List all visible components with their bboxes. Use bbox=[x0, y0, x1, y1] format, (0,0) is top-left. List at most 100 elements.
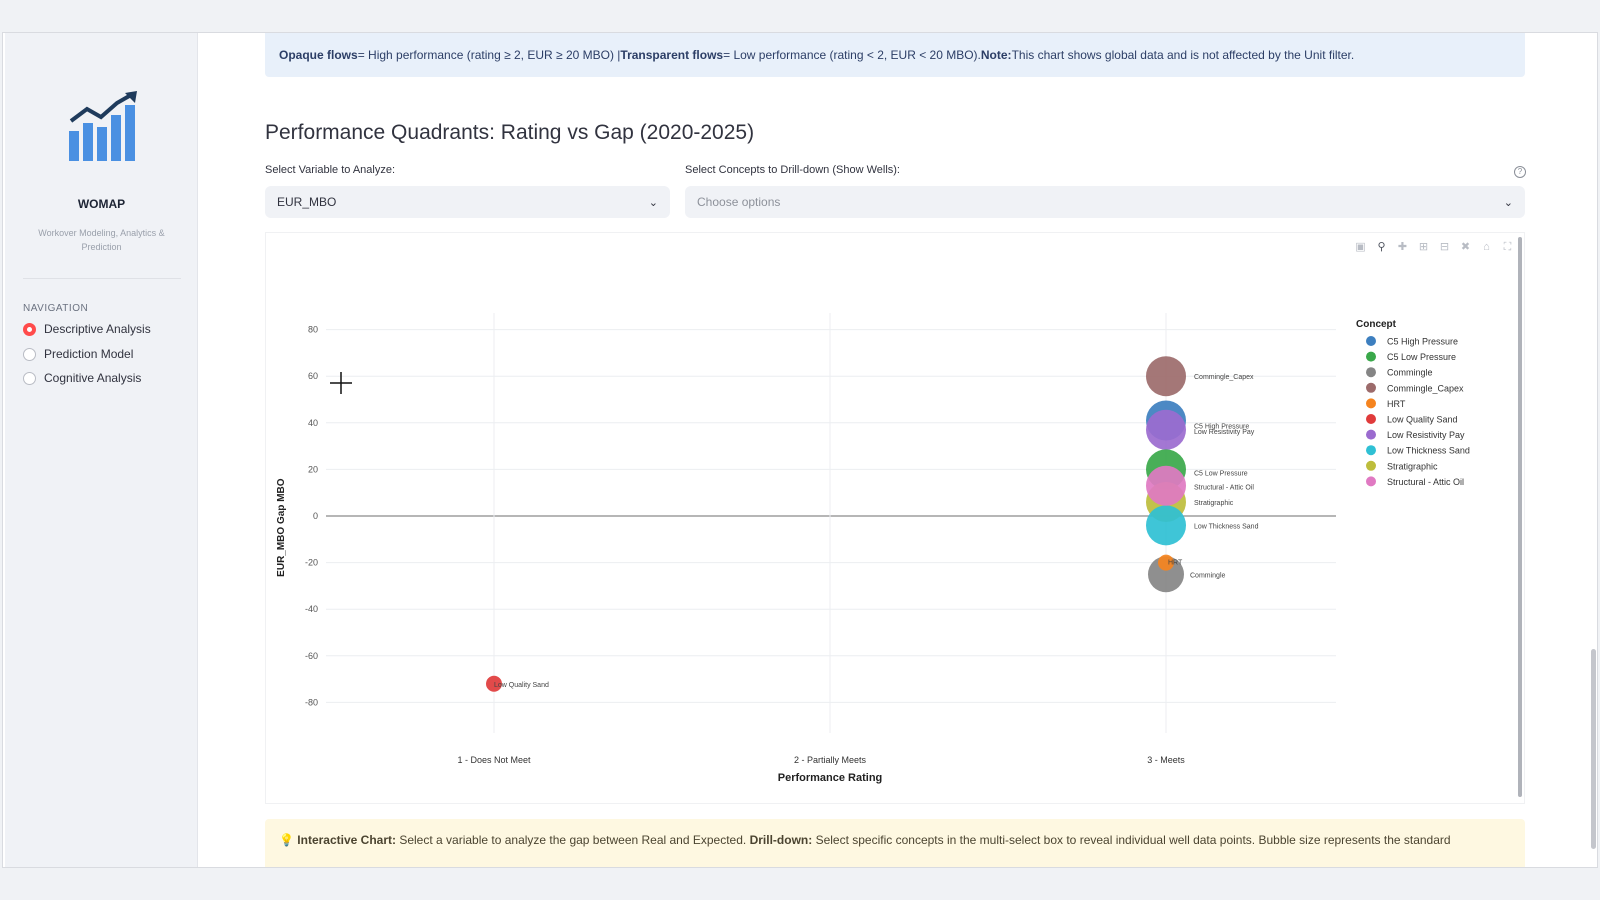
legend-item-label: Low Quality Sand bbox=[1387, 415, 1458, 425]
legend-marker bbox=[1366, 336, 1376, 346]
bubble-hrt bbox=[1158, 554, 1174, 571]
legend-marker bbox=[1366, 460, 1376, 471]
sidebar-divider bbox=[23, 278, 181, 279]
autoscale-icon[interactable]: ✖ bbox=[1460, 241, 1471, 253]
info-bold-2: Transparent flows bbox=[620, 48, 724, 62]
chart-scrollbar[interactable] bbox=[1518, 237, 1522, 797]
pan-icon[interactable]: ✚ bbox=[1397, 241, 1408, 253]
page-scrollbar[interactable] bbox=[1591, 649, 1596, 849]
app-name: WOMAP bbox=[77, 197, 126, 211]
legend-item-label: Stratigraphic bbox=[1387, 461, 1438, 471]
x-tick-label: 2 - Partially Meets bbox=[794, 755, 867, 765]
info-text-1: = High performance (rating ≥ 2, EUR ≥ 20… bbox=[357, 48, 621, 62]
x-tick-label: 1 - Does Not Meet bbox=[457, 755, 531, 765]
radio-selected-icon[interactable] bbox=[23, 322, 36, 336]
bubble-label: Stratigraphic bbox=[1194, 500, 1234, 507]
nav-title: NAVIGATION bbox=[23, 303, 89, 314]
bubble-label: C5 High Pressure bbox=[1194, 423, 1249, 430]
variable-label: Select Variable to Analyze: bbox=[265, 164, 396, 176]
nav-item-descriptive-analysis[interactable]: Descriptive Analysis bbox=[23, 319, 151, 339]
bubble-label: C5 Low Pressure bbox=[1194, 470, 1248, 477]
legend-marker bbox=[1366, 382, 1376, 393]
bubble-low-resistivity-pay bbox=[1146, 409, 1186, 450]
legend-marker bbox=[1366, 414, 1376, 424]
legend-item-label: C5 High Pressure bbox=[1387, 337, 1458, 347]
legend-item-label: Low Thickness Sand bbox=[1387, 446, 1470, 456]
help-icon[interactable]: ? bbox=[1514, 166, 1526, 178]
legend-marker bbox=[1366, 429, 1376, 440]
radio-icon[interactable] bbox=[23, 347, 36, 361]
bubble-commingle bbox=[1148, 556, 1184, 593]
info-banner: Opaque flows = High performance (rating … bbox=[265, 33, 1525, 77]
chevron-down-icon: ⌄ bbox=[648, 196, 658, 209]
fullscreen-icon[interactable]: ⛶ bbox=[1503, 241, 1512, 253]
legend-marker bbox=[1366, 351, 1376, 362]
bubble-label: Commingle bbox=[1190, 572, 1226, 579]
bubble-label: Low Quality Sand bbox=[494, 682, 549, 689]
bubble-label: Structural - Attic Oil bbox=[1194, 485, 1254, 492]
bottom-bar bbox=[0, 868, 1600, 900]
legend-item-label: HRT bbox=[1387, 399, 1406, 409]
x-axis-title: Performance Rating bbox=[778, 772, 883, 784]
y-tick-label: 0 bbox=[313, 511, 318, 521]
y-tick-label: -20 bbox=[305, 558, 318, 568]
legend-marker bbox=[1366, 367, 1376, 378]
concepts-placeholder: Choose options bbox=[697, 195, 781, 209]
concepts-label: Select Concepts to Drill-down (Show Well… bbox=[685, 164, 900, 176]
legend-item-label: Structural - Attic Oil bbox=[1387, 477, 1464, 487]
legend-item-label: C5 Low Pressure bbox=[1387, 352, 1456, 362]
main-content: Opaque flows = High performance (rating … bbox=[198, 33, 1597, 867]
legend-title: Concept bbox=[1356, 319, 1397, 330]
bubble-label: HRT bbox=[1168, 560, 1183, 567]
tip-bold-2: Drill-down: bbox=[749, 833, 813, 847]
camera-icon[interactable]: ▣ bbox=[1355, 241, 1366, 253]
y-axis-title: EUR_MBO Gap MBO bbox=[276, 478, 287, 577]
tip-banner: 💡 Interactive Chart: Select a variable t… bbox=[265, 819, 1525, 867]
variable-select-value: EUR_MBO bbox=[277, 195, 337, 209]
legend-item-label: Commingle_Capex bbox=[1387, 383, 1464, 393]
zoom-in-icon[interactable]: ⊞ bbox=[1418, 241, 1429, 253]
chart-modebar: ▣ ⚲ ✚ ⊞ ⊟ ✖ ⌂ ⛶ bbox=[1354, 241, 1514, 254]
variable-select[interactable]: EUR_MBO ⌄ bbox=[265, 186, 670, 218]
tip-text-2: Select specific concepts in the multi-se… bbox=[812, 833, 1451, 847]
radio-icon[interactable] bbox=[23, 371, 36, 385]
y-tick-label: 20 bbox=[308, 464, 318, 474]
bubble-label: Low Resistivity Pay bbox=[1194, 429, 1255, 436]
app-logo bbox=[69, 91, 137, 161]
y-tick-label: 40 bbox=[308, 418, 318, 428]
concepts-multiselect[interactable]: Choose options ⌄ bbox=[685, 186, 1525, 218]
nav-item-label: Descriptive Analysis bbox=[44, 322, 151, 336]
bubble-low-thickness-sand bbox=[1146, 505, 1186, 546]
zoom-icon[interactable]: ⚲ bbox=[1377, 241, 1386, 253]
y-tick-label: 60 bbox=[308, 371, 318, 381]
info-bold-3: Note: bbox=[980, 48, 1012, 62]
y-tick-label: -40 bbox=[305, 604, 318, 614]
info-text-2: = Low performance (rating < 2, EUR < 20 … bbox=[723, 48, 981, 62]
bubble-label: Commingle_Capex bbox=[1194, 374, 1254, 381]
bubble-structural-attic-oil bbox=[1146, 465, 1186, 506]
bubble-commingle-capex bbox=[1146, 356, 1186, 397]
y-tick-label: -60 bbox=[305, 651, 318, 661]
legend-item-label: Commingle bbox=[1387, 368, 1433, 378]
y-tick-label: -80 bbox=[305, 697, 318, 707]
nav-item-cognitive-analysis[interactable]: Cognitive Analysis bbox=[23, 368, 141, 388]
tip-bold-1: Interactive Chart: bbox=[297, 833, 396, 847]
app-window: WOMAP Workover Modeling, Analytics & Pre… bbox=[2, 32, 1598, 868]
legend-marker bbox=[1366, 445, 1376, 456]
legend-marker bbox=[1366, 476, 1376, 487]
section-title: Performance Quadrants: Rating vs Gap (20… bbox=[265, 121, 755, 144]
chart-container: ▣ ⚲ ✚ ⊞ ⊟ ✖ ⌂ ⛶ 80 60 40 20 0 -20 -40 -60 -80 1 -… bbox=[265, 232, 1525, 804]
legend-item-label: Low Resistivity Pay bbox=[1387, 430, 1465, 440]
info-bold-1: Opaque flows bbox=[279, 48, 358, 62]
zoom-out-icon[interactable]: ⊟ bbox=[1439, 241, 1450, 253]
scatter-chart[interactable]: 80 60 40 20 0 -20 -40 -60 -80 1 - Does Not Meet 2 … bbox=[266, 233, 1491, 801]
lightbulb-icon: 💡 bbox=[279, 833, 294, 847]
chevron-down-icon: ⌄ bbox=[1503, 196, 1513, 209]
y-tick-label: 80 bbox=[308, 325, 318, 335]
bubble-label: Low Thickness Sand bbox=[1194, 523, 1259, 530]
home-icon[interactable]: ⌂ bbox=[1483, 241, 1490, 253]
legend-marker bbox=[1366, 398, 1376, 409]
sidebar: WOMAP Workover Modeling, Analytics & Pre… bbox=[5, 33, 198, 867]
tip-text-1: Select a variable to analyze the gap bet… bbox=[396, 833, 750, 847]
nav-item-prediction-model[interactable]: Prediction Model bbox=[23, 344, 133, 364]
